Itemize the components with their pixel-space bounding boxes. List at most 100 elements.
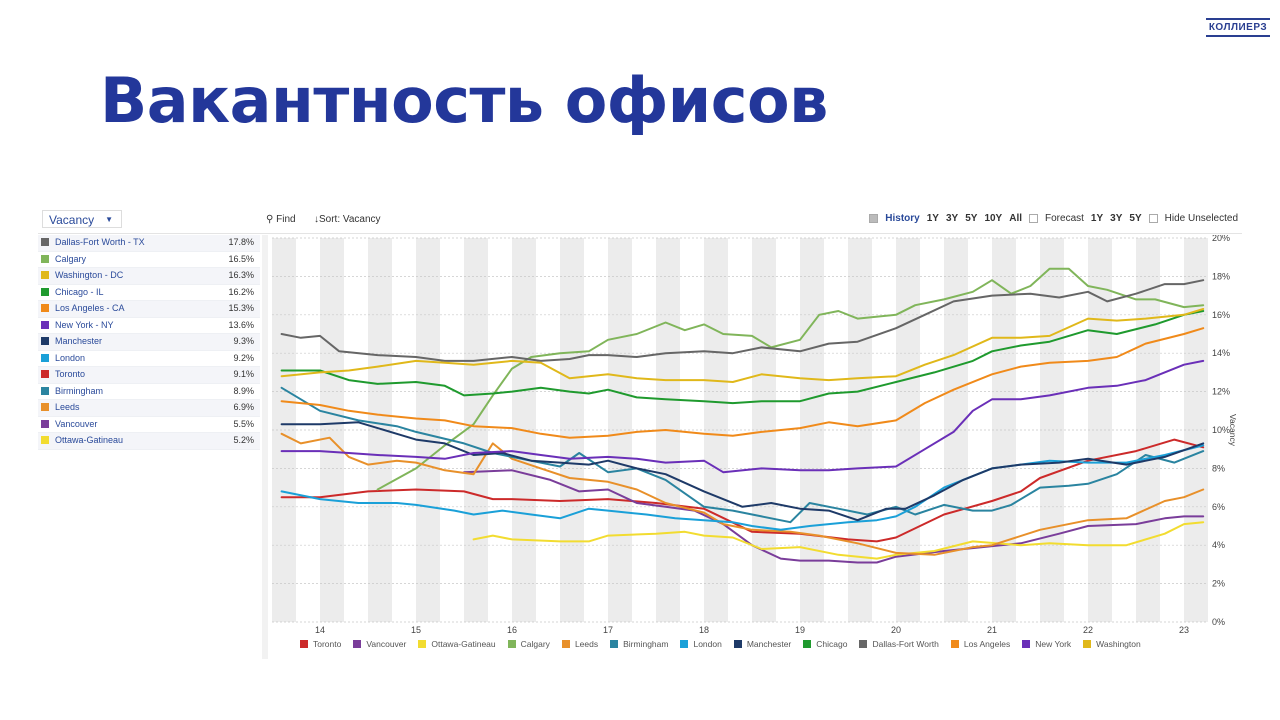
city-name: Chicago - IL (55, 286, 104, 297)
city-row[interactable]: Calgary 16.5% (38, 251, 260, 268)
city-color-swatch (41, 403, 49, 411)
history-range-3y[interactable]: 3Y (945, 213, 959, 224)
city-color-swatch (41, 370, 49, 378)
vacancy-line-chart: 0% 2% 4% 6% 8% 10% 12% 14% 16% 18% 20% 14 15 16 17 18 19… (272, 235, 1238, 633)
legend-item[interactable]: Birmingham (610, 639, 668, 649)
city-name: London (55, 352, 86, 363)
x-tick-label: 14 (315, 625, 325, 633)
x-tick-label: 23 (1179, 625, 1189, 633)
y-tick-label: 0% (1212, 617, 1225, 627)
y-tick-label: 16% (1212, 310, 1230, 320)
forecast-range-5y[interactable]: 5Y (1129, 213, 1142, 224)
city-row[interactable]: Dallas-Fort Worth - TX 17.8% (38, 235, 260, 252)
city-color-swatch (41, 271, 49, 279)
legend-label: Toronto (313, 639, 342, 649)
city-name: Dallas-Fort Worth - TX (55, 237, 145, 247)
history-range-10y[interactable]: 10Y (984, 213, 1003, 224)
legend-item[interactable]: Toronto (300, 639, 341, 649)
history-range-5y[interactable]: 5Y (965, 213, 978, 224)
city-value: 8.9% (233, 385, 254, 396)
y-tick-label: 12% (1212, 387, 1230, 397)
history-checkbox[interactable] (869, 214, 879, 223)
forecast-range-3y[interactable]: 3Y (1110, 213, 1123, 224)
chevron-down-icon: ▼ (105, 215, 113, 224)
city-list-scrollbar[interactable] (262, 235, 268, 659)
city-row[interactable]: London 9.2% (38, 350, 260, 367)
series-line (280, 438, 1205, 543)
y-tick-label: 4% (1212, 540, 1225, 550)
city-row[interactable]: Ottawa-Gatineau 5.2% (38, 433, 260, 450)
legend-item[interactable]: New York (1022, 639, 1071, 649)
history-label: History (885, 213, 920, 224)
city-name: Washington - DC (55, 270, 124, 280)
city-value: 6.9% (233, 402, 254, 412)
legend-swatch (803, 640, 812, 648)
sort-button[interactable]: ↓Sort: Vacancy (314, 214, 381, 225)
legend-label: Leeds (574, 639, 599, 649)
forecast-range-1y[interactable]: 1Y (1090, 213, 1104, 224)
city-name: Ottawa-Gatineau (55, 435, 124, 445)
hide-unselected-checkbox[interactable] (1148, 214, 1158, 223)
city-color-swatch (41, 337, 49, 345)
legend-label: Calgary (520, 639, 550, 649)
city-row[interactable]: Washington - DC 16.3% (38, 268, 260, 285)
city-value: 16.3% (228, 270, 254, 280)
legend-item[interactable]: Washington (1083, 639, 1141, 649)
city-row[interactable]: Los Angeles - CA 15.3% (38, 301, 260, 318)
city-name: Calgary (55, 253, 87, 264)
city-row[interactable]: Vancouver 5.5% (38, 416, 260, 433)
city-row[interactable]: Manchester 9.3% (38, 334, 260, 351)
city-row[interactable]: Toronto 9.1% (38, 367, 260, 384)
chart-legend: Toronto Vancouver Ottawa-Gatineau Calgary Le… (300, 639, 1141, 649)
legend-item[interactable]: Ottawa-Gatineau (418, 639, 496, 649)
city-color-swatch (41, 320, 49, 329)
history-range-1y[interactable]: 1Y (926, 213, 939, 224)
x-tick-label: 15 (411, 625, 421, 633)
legend-swatch (1022, 640, 1031, 648)
series-line (463, 469, 1205, 564)
legend-label: Washington (1096, 639, 1141, 649)
series-line (376, 267, 1205, 491)
legend-item[interactable]: Manchester (733, 639, 791, 649)
legend-item[interactable]: Chicago (803, 639, 847, 649)
legend-swatch (507, 640, 516, 648)
city-row[interactable]: Chicago - IL 16.2% (38, 284, 260, 301)
legend-item[interactable]: Dallas-Fort Worth (859, 639, 939, 649)
legend-item[interactable]: Calgary (507, 639, 550, 649)
sort-prefix: ↓Sort: (314, 214, 341, 225)
hide-unselected-label: Hide Unselected (1164, 213, 1238, 224)
city-color-swatch (41, 238, 49, 246)
legend-label: Chicago (816, 639, 848, 649)
city-color-swatch (41, 386, 49, 395)
legend-item[interactable]: Leeds (561, 639, 599, 649)
city-list: Dallas-Fort Worth - TX 17.8% Calgary 16.5% W… (38, 235, 260, 450)
city-value: 5.5% (233, 418, 254, 429)
history-range-all[interactable]: All (1009, 213, 1023, 224)
city-color-swatch (41, 353, 49, 362)
legend-swatch (353, 640, 362, 648)
x-tick-label: 16 (507, 625, 517, 633)
legend-item[interactable]: Los Angeles (950, 639, 1010, 649)
legend-item[interactable]: London (680, 639, 722, 649)
city-row[interactable]: New York - NY 13.6% (38, 317, 260, 334)
legend-item[interactable]: Vancouver (353, 639, 406, 649)
forecast-checkbox[interactable] (1029, 214, 1039, 223)
city-row[interactable]: Birmingham 8.9% (38, 383, 260, 400)
series-line (280, 432, 1205, 556)
series-line (280, 327, 1205, 439)
y-tick-label: 14% (1212, 348, 1230, 358)
legend-swatch (418, 640, 427, 648)
city-row[interactable]: Leeds 6.9% (38, 400, 260, 417)
y-tick-label: 18% (1212, 271, 1230, 281)
city-value: 9.1% (233, 369, 254, 379)
series-line (280, 386, 1205, 524)
forecast-label: Forecast (1045, 213, 1084, 224)
metric-select[interactable]: Vacancy ▼ (42, 210, 122, 228)
y-tick-label: 10% (1212, 425, 1230, 435)
find-button[interactable]: ⚲ Find (266, 214, 296, 225)
city-name: Toronto (55, 369, 86, 379)
city-name: Los Angeles - CA (55, 303, 125, 313)
city-value: 16.5% (228, 253, 254, 264)
legend-swatch (610, 640, 619, 648)
legend-swatch (1083, 640, 1092, 648)
